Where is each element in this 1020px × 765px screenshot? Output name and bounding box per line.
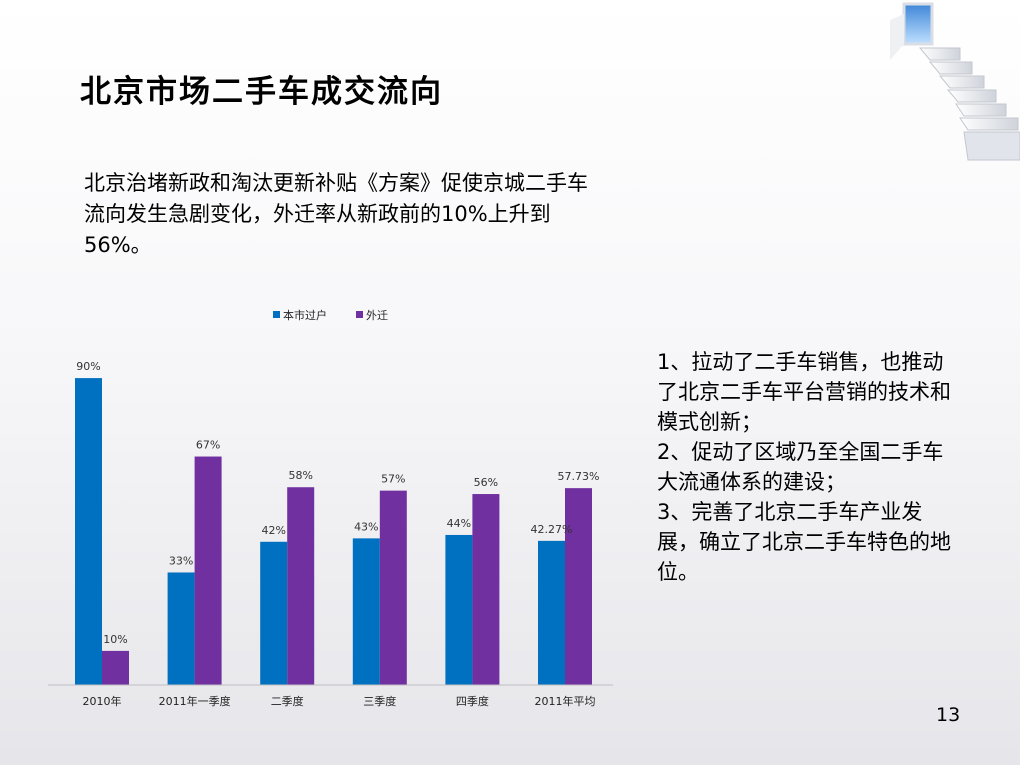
x-tick-label: 2010年 — [83, 694, 122, 708]
slide-title: 北京市场二手车成交流向 — [80, 74, 443, 110]
intro-text: 北京治堵新政和淘汰更新补贴《方案》促使京城二手车流向发生急剧变化，外迁率从新政前… — [84, 171, 588, 257]
data-label: 58% — [288, 469, 312, 482]
bar-relocation — [472, 494, 500, 685]
bar-local-transfer — [445, 534, 473, 685]
note-item: 3、完善了北京二手车产业发展，确立了北京二手车特色的地位。 — [657, 500, 951, 584]
data-label: 42% — [261, 524, 285, 537]
x-tick-label: 二季度 — [271, 694, 304, 708]
legend-swatch — [356, 311, 363, 318]
bar-local-transfer — [75, 378, 102, 685]
bar-relocation — [565, 488, 592, 685]
bar-local-transfer — [167, 572, 195, 685]
data-label: 67% — [196, 439, 220, 452]
page-number: 13 — [936, 704, 961, 726]
x-tick-label: 三季度 — [363, 694, 396, 708]
bar-relocation — [379, 490, 407, 685]
data-label: 56% — [474, 476, 498, 489]
data-label: 90% — [76, 360, 100, 373]
legend-label: 外迁 — [366, 309, 388, 322]
bar-local-transfer — [538, 540, 565, 685]
staircase-illustration — [890, 2, 1020, 161]
data-label: 57% — [381, 473, 405, 486]
bar-local-transfer — [352, 538, 380, 685]
legend-swatch — [273, 311, 280, 318]
chart-legend: 本市过户 外迁 — [273, 308, 388, 322]
bar-local-transfer — [260, 541, 288, 685]
x-tick-label: 四季度 — [456, 694, 489, 708]
x-tick-label: 2011年一季度 — [159, 694, 231, 708]
data-label: 42.27% — [531, 523, 573, 536]
data-label: 10% — [103, 633, 127, 646]
legend-label: 本市过户 — [283, 308, 327, 322]
data-label: 57.73% — [558, 470, 600, 483]
data-label: 44% — [447, 517, 471, 530]
note-item: 1、拉动了二手车销售，也推动了北京二手车平台营销的技术和模式创新； — [657, 350, 951, 434]
note-item: 2、促动了区域乃至全国二手车大流通体系的建设； — [657, 440, 944, 494]
bar-relocation — [287, 487, 315, 685]
data-label: 33% — [169, 554, 193, 567]
bar-relocation — [102, 650, 129, 685]
data-label: 43% — [354, 520, 378, 533]
x-tick-label: 2011年平均 — [535, 694, 596, 708]
notes-list: 1、拉动了二手车销售，也推动了北京二手车平台营销的技术和模式创新； 2、促动了区… — [657, 347, 957, 587]
bar-relocation — [194, 456, 222, 685]
